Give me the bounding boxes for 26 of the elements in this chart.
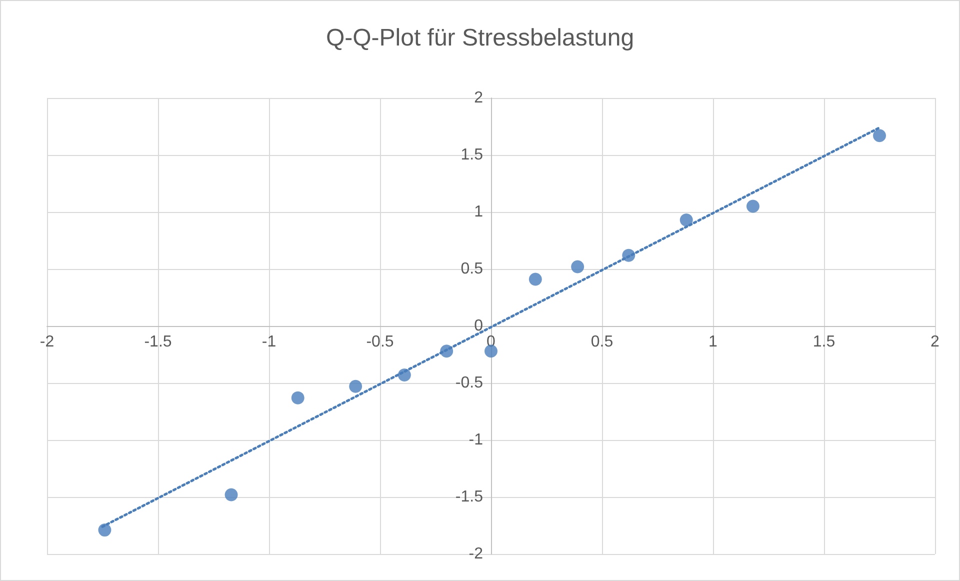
- y-tick-label: -2: [468, 546, 484, 562]
- x-tick-label: 1: [708, 334, 718, 350]
- point: [349, 380, 362, 393]
- point: [746, 200, 760, 213]
- x-tick-label: 1.5: [812, 334, 836, 350]
- chart-title: Q-Q-Plot für Stressbelastung: [326, 24, 634, 52]
- point: [528, 272, 542, 286]
- y-tick-label: -0.5: [455, 374, 484, 392]
- x-tick-label: 0.5: [590, 334, 614, 350]
- y-tick-label: 0: [474, 318, 484, 334]
- point: [291, 391, 304, 404]
- y-tick-label: 0.5: [460, 260, 484, 278]
- x-tick-label: 2: [930, 334, 940, 350]
- point: [680, 213, 693, 226]
- x-tick-label: -2: [40, 334, 54, 350]
- point: [873, 129, 886, 142]
- point: [224, 488, 238, 502]
- x-tick-label: -1.5: [144, 334, 172, 350]
- y-tick-label: 1.5: [460, 146, 484, 164]
- y-tick-label: -1: [468, 432, 484, 448]
- y-tick-label: 1: [474, 204, 484, 220]
- x-tick-label: -1: [262, 334, 276, 350]
- y-tick-label: -1.5: [455, 488, 484, 506]
- x-tick-label: -0.5: [366, 334, 394, 350]
- y-tick-label: 2: [474, 90, 484, 106]
- point: [571, 260, 584, 274]
